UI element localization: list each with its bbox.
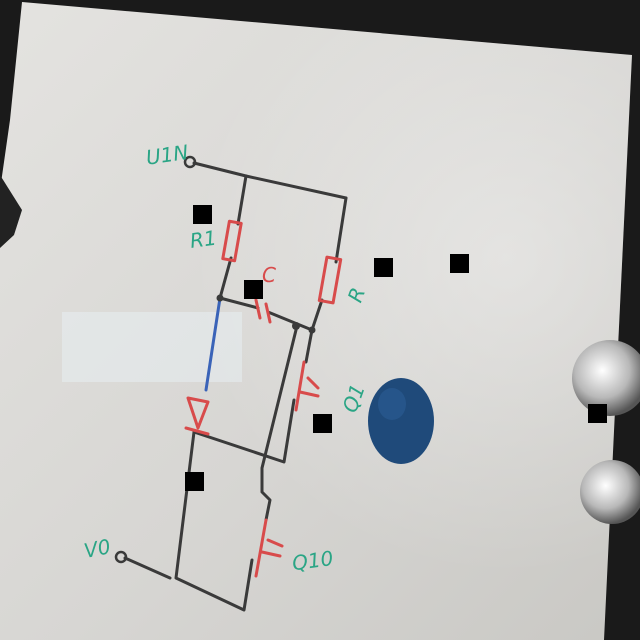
redaction-squares xyxy=(185,205,607,491)
round-magnet-icon xyxy=(368,378,434,464)
redaction-square xyxy=(374,258,393,277)
capacitor-plate-b xyxy=(264,302,272,324)
q1-gate-b xyxy=(298,390,320,398)
label-capacitor: C xyxy=(262,263,276,287)
wire-r2-top xyxy=(334,196,348,264)
label-r1: R1 xyxy=(188,226,218,253)
wire-middle-vertical xyxy=(260,328,298,522)
redaction-square xyxy=(588,404,607,423)
output-terminal xyxy=(114,550,128,564)
resistor-r2 xyxy=(317,255,343,305)
junction-right xyxy=(308,326,316,334)
wall-knob-upper xyxy=(572,340,640,416)
diode-bar xyxy=(184,426,210,436)
junction-left xyxy=(216,294,224,302)
wire-diode-q1 xyxy=(192,398,296,464)
wire-input xyxy=(192,161,248,178)
wire-r1-top xyxy=(236,174,248,226)
redaction-square xyxy=(193,205,212,224)
wire-c-right xyxy=(266,310,314,332)
wire-r1-bottom xyxy=(218,256,233,300)
resistor-r1 xyxy=(221,219,243,263)
diode-body xyxy=(186,396,210,430)
magnet-highlight xyxy=(378,388,406,420)
input-terminal xyxy=(183,155,197,169)
junction-center xyxy=(292,322,300,330)
label-output: V0 xyxy=(82,534,113,563)
q1-gate-a xyxy=(306,376,320,390)
q10-gate-b xyxy=(260,550,282,558)
wire-blue-segment xyxy=(204,296,222,392)
wire-c-left xyxy=(218,296,260,310)
label-q10: Q10 xyxy=(291,546,335,576)
wall-knob-lower xyxy=(580,460,640,524)
redaction-square xyxy=(185,472,204,491)
redaction-square xyxy=(450,254,469,273)
wire-to-q1 xyxy=(304,328,314,364)
board-edge-object xyxy=(0,175,22,248)
wire-top-rail xyxy=(244,174,348,200)
circuit-wires xyxy=(123,161,348,612)
circuit-components xyxy=(184,219,343,578)
redaction-square xyxy=(313,414,332,433)
redaction-square xyxy=(244,280,263,299)
wire-output xyxy=(123,556,172,580)
label-input: U1N xyxy=(145,140,190,170)
wire-diode-bottom xyxy=(174,430,254,612)
q1-channel xyxy=(294,360,306,412)
q10-channel xyxy=(254,518,268,578)
q10-gate-a xyxy=(266,538,284,548)
wire-r2-bottom xyxy=(310,298,324,332)
capacitor-plate-a xyxy=(254,298,262,320)
